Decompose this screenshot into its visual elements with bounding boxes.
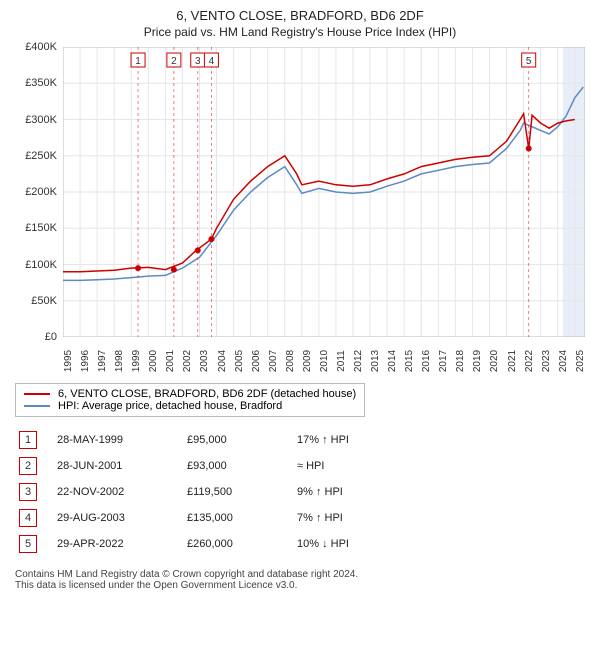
record-delta: 17% ↑ HPI <box>297 434 349 446</box>
footer-text: Contains HM Land Registry data © Crown c… <box>15 569 585 591</box>
svg-text:5: 5 <box>526 56 532 67</box>
legend-label: HPI: Average price, detached house, Brad… <box>58 400 282 412</box>
record-price: £119,500 <box>187 486 297 498</box>
y-tick-label: £250K <box>25 150 57 162</box>
svg-text:4: 4 <box>209 56 215 67</box>
record-row: 3 22-NOV-2002£119,5009% ↑ HPI <box>15 479 585 505</box>
svg-text:3: 3 <box>195 56 201 67</box>
record-price: £260,000 <box>187 538 297 550</box>
x-tick-label: 2018 <box>455 350 466 372</box>
x-tick-label: 2001 <box>165 350 176 372</box>
x-tick-label: 2010 <box>319 350 330 372</box>
y-tick-label: £150K <box>25 222 57 234</box>
footer-line2: This data is licensed under the Open Gov… <box>15 580 585 591</box>
x-tick-label: 2017 <box>438 350 449 372</box>
record-date: 29-APR-2022 <box>57 538 187 550</box>
x-tick-label: 2014 <box>387 350 398 372</box>
record-price: £135,000 <box>187 512 297 524</box>
y-tick-label: £100K <box>25 259 57 271</box>
y-tick-label: £200K <box>25 186 57 198</box>
x-tick-label: 2021 <box>507 350 518 372</box>
x-tick-label: 2002 <box>182 350 193 372</box>
record-price: £95,000 <box>187 434 297 446</box>
x-tick-label: 2023 <box>541 350 552 372</box>
svg-text:2: 2 <box>171 56 177 67</box>
y-tick-label: £350K <box>25 77 57 89</box>
legend-row: 6, VENTO CLOSE, BRADFORD, BD6 2DF (detac… <box>24 388 356 400</box>
title: 6, VENTO CLOSE, BRADFORD, BD6 2DF <box>15 8 585 23</box>
x-tick-label: 1999 <box>131 350 142 372</box>
record-badge: 3 <box>19 483 37 501</box>
record-delta: 7% ↑ HPI <box>297 512 343 524</box>
x-tick-label: 2016 <box>421 350 432 372</box>
legend: 6, VENTO CLOSE, BRADFORD, BD6 2DF (detac… <box>15 383 365 417</box>
legend-label: 6, VENTO CLOSE, BRADFORD, BD6 2DF (detac… <box>58 388 356 400</box>
y-tick-label: £0 <box>45 331 57 343</box>
x-tick-label: 2011 <box>336 350 347 372</box>
record-delta: ≈ HPI <box>297 460 324 472</box>
x-tick-label: 1996 <box>80 350 91 372</box>
record-row: 4 29-AUG-2003£135,0007% ↑ HPI <box>15 505 585 531</box>
x-tick-label: 2015 <box>404 350 415 372</box>
x-tick-label: 2000 <box>148 350 159 372</box>
record-row: 1 28-MAY-1999£95,00017% ↑ HPI <box>15 427 585 453</box>
chart-area: £0£50K£100K£150K£200K£250K£300K£350K£400… <box>15 47 585 377</box>
record-price: £93,000 <box>187 460 297 472</box>
x-tick-label: 2025 <box>575 350 586 372</box>
x-tick-label: 1998 <box>114 350 125 372</box>
footer-line1: Contains HM Land Registry data © Crown c… <box>15 569 585 580</box>
record-date: 28-JUN-2001 <box>57 460 187 472</box>
record-badge: 5 <box>19 535 37 553</box>
record-date: 22-NOV-2002 <box>57 486 187 498</box>
record-row: 2 28-JUN-2001£93,000≈ HPI <box>15 453 585 479</box>
y-tick-label: £300K <box>25 114 57 126</box>
x-tick-label: 2003 <box>199 350 210 372</box>
legend-swatch <box>24 393 50 395</box>
x-axis-labels: 1995 1996 1997 1998 1999 2000 2001 2002 2003 2004… <box>63 339 585 377</box>
y-tick-label: £50K <box>31 295 57 307</box>
legend-row: HPI: Average price, detached house, Brad… <box>24 400 356 412</box>
record-delta: 10% ↓ HPI <box>297 538 349 550</box>
x-tick-label: 2009 <box>302 350 313 372</box>
x-tick-label: 2012 <box>353 350 364 372</box>
record-row: 5 29-APR-2022£260,00010% ↓ HPI <box>15 531 585 557</box>
x-tick-label: 2013 <box>370 350 381 372</box>
record-badge: 1 <box>19 431 37 449</box>
x-tick-label: 1997 <box>97 350 108 372</box>
x-tick-label: 1995 <box>63 350 74 372</box>
x-tick-label: 2007 <box>268 350 279 372</box>
x-tick-label: 2020 <box>489 350 500 372</box>
record-delta: 9% ↑ HPI <box>297 486 343 498</box>
subtitle: Price paid vs. HM Land Registry's House … <box>15 25 585 39</box>
legend-swatch <box>24 405 50 407</box>
record-badge: 2 <box>19 457 37 475</box>
svg-text:1: 1 <box>135 56 141 67</box>
x-tick-label: 2022 <box>524 350 535 372</box>
x-tick-label: 2008 <box>285 350 296 372</box>
title-block: 6, VENTO CLOSE, BRADFORD, BD6 2DF Price … <box>15 8 585 39</box>
line-chart: 1 2 34 5 <box>63 47 585 337</box>
y-tick-label: £400K <box>25 41 57 53</box>
x-tick-label: 2006 <box>251 350 262 372</box>
x-tick-label: 2019 <box>472 350 483 372</box>
record-badge: 4 <box>19 509 37 527</box>
x-tick-label: 2004 <box>217 350 228 372</box>
x-tick-label: 2005 <box>234 350 245 372</box>
y-axis-labels: £0£50K£100K£150K£200K£250K£300K£350K£400… <box>15 47 59 337</box>
records-table: 1 28-MAY-1999£95,00017% ↑ HPI 2 28-JUN-2001… <box>15 427 585 557</box>
record-date: 28-MAY-1999 <box>57 434 187 446</box>
x-tick-label: 2024 <box>558 350 569 372</box>
record-date: 29-AUG-2003 <box>57 512 187 524</box>
